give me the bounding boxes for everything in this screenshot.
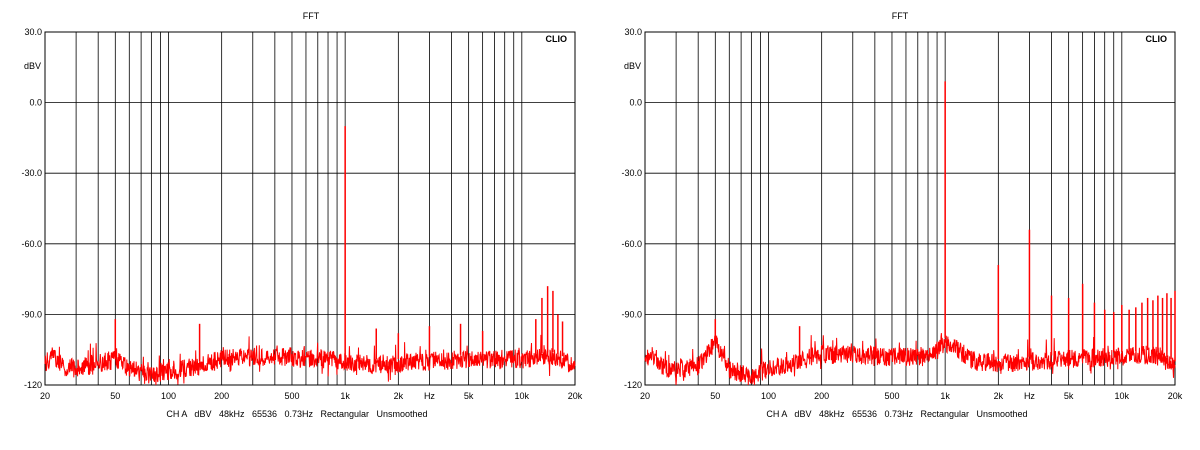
- x-tick-label: 500: [284, 391, 299, 401]
- x-tick-label: 100: [761, 391, 776, 401]
- x-tick-label: 5k: [464, 391, 474, 401]
- y-tick-label: -120: [624, 380, 642, 390]
- x-tick-label: Hz: [424, 391, 435, 401]
- chart-title: FFT: [892, 11, 909, 21]
- x-tick-label: 5k: [1064, 391, 1074, 401]
- x-tick-label: 10k: [1115, 391, 1130, 401]
- fft-chart-left: FFT dBV CH A dBV 48kHz 65536 0.73Hz Rect…: [21, 11, 583, 419]
- x-tick-label: 2k: [394, 391, 404, 401]
- x-tick-label: 1k: [940, 391, 950, 401]
- y-tick-label: -60.0: [21, 239, 42, 249]
- footer-settings: CH A dBV 48kHz 65536 0.73Hz Rectangular …: [766, 409, 1027, 419]
- y-tick-label: -90.0: [21, 309, 42, 319]
- plot-frame: [644, 31, 1176, 386]
- y-axis-unit-label: dBV: [624, 61, 641, 71]
- x-tick-label: 50: [710, 391, 720, 401]
- x-tick-label: 1k: [340, 391, 350, 401]
- x-tick-label: 20: [640, 391, 650, 401]
- plot-frame: [44, 31, 576, 386]
- x-tick-label: 200: [814, 391, 829, 401]
- y-tick-label: -90.0: [621, 309, 642, 319]
- x-tick-label: 20k: [568, 391, 583, 401]
- clio-brand-label: CLIO: [546, 34, 568, 44]
- y-tick-label: -30.0: [621, 168, 642, 178]
- footer-settings: CH A dBV 48kHz 65536 0.73Hz Rectangular …: [166, 409, 427, 419]
- y-tick-label: 30.0: [624, 27, 642, 37]
- x-tick-label: Hz: [1024, 391, 1035, 401]
- chart-title: FFT: [303, 11, 320, 21]
- clio-brand-label: CLIO: [1146, 34, 1168, 44]
- x-tick-label: 500: [884, 391, 899, 401]
- noise-floor-trace: [44, 334, 576, 386]
- x-tick-label: 50: [110, 391, 120, 401]
- x-tick-label: 10k: [515, 391, 530, 401]
- y-tick-label: -30.0: [21, 168, 42, 178]
- fft-chart-right: FFT dBV CH A dBV 48kHz 65536 0.73Hz Rect…: [621, 11, 1183, 419]
- x-tick-label: 100: [161, 391, 176, 401]
- noise-floor-trace: [644, 333, 1176, 386]
- x-tick-label: 20: [40, 391, 50, 401]
- y-tick-label: 0.0: [29, 98, 42, 108]
- y-tick-label: 30.0: [24, 27, 42, 37]
- y-tick-label: 0.0: [629, 98, 642, 108]
- y-tick-label: -120: [24, 380, 42, 390]
- y-tick-label: -60.0: [621, 239, 642, 249]
- x-tick-label: 20k: [1168, 391, 1183, 401]
- x-tick-label: 200: [214, 391, 229, 401]
- y-axis-unit-label: dBV: [24, 61, 41, 71]
- x-tick-label: 2k: [994, 391, 1004, 401]
